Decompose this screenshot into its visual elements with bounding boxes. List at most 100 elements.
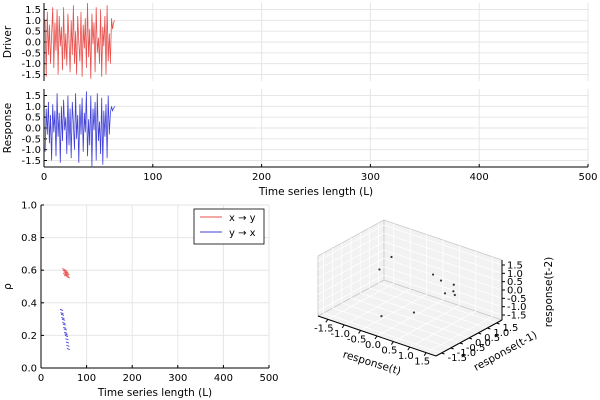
series-0-point	[63, 274, 68, 277]
embedding-point	[431, 273, 435, 276]
z-tick-label: 1.5	[507, 261, 523, 272]
x-tick-label: 200	[123, 373, 142, 384]
series-1-point	[60, 313, 65, 316]
y-tick-label: 0.6	[21, 266, 37, 277]
series-0-point	[64, 269, 68, 272]
z-tick-label: -1.0	[507, 302, 527, 313]
series-0-point	[62, 269, 66, 272]
y-tick-mark	[468, 337, 473, 340]
y-tick-label: 0.0	[475, 338, 491, 349]
grid-line-x	[360, 234, 428, 331]
y-tick-label: -0.5	[21, 134, 41, 145]
y-tick-label: 0.5	[484, 333, 500, 344]
embedding-point	[412, 311, 416, 314]
grid-line-y	[332, 248, 451, 349]
y-tick-label: 0.2	[21, 331, 37, 342]
y-tick-label: 1.0	[25, 16, 41, 27]
y-tick-label: -1.0	[457, 348, 477, 359]
y-tick-label: -0.5	[466, 343, 486, 354]
y-tick-label: 0.0	[25, 124, 41, 135]
y-tick-label: 1.0	[25, 102, 41, 113]
x-tick-mark	[325, 319, 329, 323]
grid-line-z	[317, 257, 503, 299]
series-1-point	[61, 317, 65, 320]
x-tick-mark	[358, 330, 362, 334]
x-tick-label: 0	[38, 373, 44, 384]
y-tick-mark	[450, 347, 454, 350]
series-1-point	[63, 331, 68, 334]
embedding-point	[439, 279, 443, 282]
x-tick-label: 100	[77, 373, 96, 384]
x-tick-label: 0.0	[365, 340, 381, 351]
x-tick-mark	[407, 346, 411, 351]
embedding-point	[453, 293, 456, 297]
series-0-point	[63, 273, 67, 276]
series-1-point	[66, 348, 71, 351]
series-1-point	[63, 326, 67, 329]
y-tick-label: -1.5	[448, 353, 468, 364]
x-tick-label: 0.5	[381, 346, 397, 357]
grid-line-y	[359, 233, 479, 334]
grid-line-x	[327, 223, 395, 320]
z-axis-label: response(t-2)	[543, 257, 555, 327]
series-0-point	[62, 268, 66, 271]
x-tick-label: -1.0	[330, 329, 350, 340]
z-tick-label: 1.0	[507, 269, 523, 280]
z-tick-label: 0.0	[507, 286, 523, 297]
x-tick-label: 400	[214, 373, 233, 384]
series-1-point	[63, 328, 67, 331]
driver-series-line	[44, 2, 116, 79]
series-1-point	[64, 333, 68, 336]
grid-line-x	[426, 256, 493, 354]
series-1-point	[65, 341, 70, 344]
x-tick-mark	[423, 352, 427, 356]
y-tick-mark	[478, 332, 482, 335]
y-tick-label: -1.5	[21, 156, 41, 167]
y-tick-label: 1.5	[503, 323, 519, 334]
series-0-point	[66, 273, 70, 276]
embedding-point	[380, 315, 383, 318]
z-tick-label: 0.5	[507, 277, 523, 288]
series-1-point	[59, 308, 64, 311]
grid-line-y	[350, 238, 470, 339]
x-tick-label: 200	[252, 172, 271, 183]
y-tick-label: 1.5	[25, 91, 41, 102]
z-tick-label: -1.5	[507, 311, 527, 322]
y-tick-label: 0.0	[25, 38, 41, 49]
grid-line-z	[317, 224, 503, 266]
z-tick-label: -0.5	[507, 294, 527, 305]
grid-line-z	[317, 232, 503, 274]
series-1-point	[62, 321, 66, 324]
series-1-point	[61, 318, 66, 321]
x-tick-label: 500	[259, 373, 278, 384]
grid-line-y	[368, 228, 488, 329]
x-axis-label: Time series length (L)	[97, 387, 212, 399]
grid-line-x	[376, 240, 444, 337]
grid-line-y	[323, 253, 442, 354]
embedding-point	[452, 290, 455, 293]
response-series-line	[44, 91, 116, 168]
legend-label: y → x	[229, 228, 256, 239]
y-tick-label: -0.5	[21, 48, 41, 59]
x-tick-label: -0.5	[347, 334, 367, 345]
y-tick-mark	[496, 322, 500, 325]
y-tick-mark	[487, 327, 491, 330]
series-0-point	[65, 271, 69, 274]
grid-line-y	[341, 243, 460, 344]
x-tick-label: 1.0	[398, 351, 414, 362]
legend-label: x → y	[229, 213, 256, 224]
grid-line-x	[393, 245, 460, 342]
y-tick-label: 1.0	[21, 201, 37, 212]
grid-line-y	[378, 223, 497, 324]
x-tick-label: -1.5	[314, 323, 334, 334]
y-tick-label: 0.5	[25, 27, 41, 38]
x-tick-label: 100	[143, 172, 162, 183]
x-tick-label: 500	[578, 172, 597, 183]
grid-line-x	[409, 251, 477, 348]
ccm-convergence-plot: 0.0 0.2 0.4 0.6 0.8 1.0 0 100 200 300 400 500 Time s…	[2, 201, 279, 400]
series-0-point	[64, 273, 69, 276]
series-0-point	[63, 271, 67, 274]
series-1-point	[66, 344, 70, 347]
x-tick-label: 300	[361, 172, 380, 183]
